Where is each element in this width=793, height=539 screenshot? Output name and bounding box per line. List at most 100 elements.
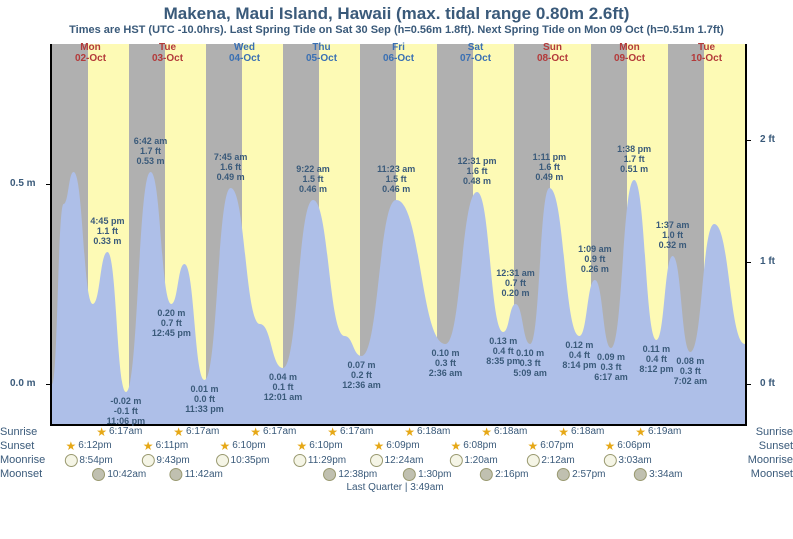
star-icon: ★ (635, 427, 646, 437)
tick-right (747, 262, 751, 263)
footer-row-moonrise: MoonriseMoonrise8:54pm9:43pm10:35pm11:29… (50, 454, 743, 468)
axis-label-right: 0 ft (760, 378, 775, 389)
tide-annotation: 1:37 am1.0 ft0.32 m (656, 220, 690, 250)
star-icon: ★ (604, 441, 615, 451)
sunrise-time: ★6:17am (173, 426, 219, 437)
tide-annotation: 1:09 am0.9 ft0.26 m (578, 244, 612, 274)
sunrise-time: ★6:18am (558, 426, 604, 437)
tide-chart: Mon02-OctTue03-OctWed04-OctThu05-OctFri0… (50, 44, 747, 426)
moon-icon (603, 454, 616, 467)
tide-annotation: 12:31 am0.7 ft0.20 m (496, 268, 535, 298)
moon-icon (92, 468, 105, 481)
star-icon: ★ (96, 427, 107, 437)
chart-subtitle: Times are HST (UTC -10.0hrs). Last Sprin… (0, 24, 793, 38)
moonset-time: 11:42am (170, 468, 223, 481)
moon-icon (323, 468, 336, 481)
star-icon: ★ (250, 427, 261, 437)
sunrise-time: ★6:18am (481, 426, 527, 437)
footer-label-right: Sunrise (756, 426, 793, 438)
sunrise-time: ★6:17am (327, 426, 373, 437)
tide-annotation: 6:42 am1.7 ft0.53 m (134, 136, 168, 166)
sunset-time: ★6:08pm (450, 440, 496, 451)
footer-label-left: Moonrise (0, 454, 45, 466)
sunset-time: ★6:10pm (219, 440, 265, 451)
tide-annotation: 12:31 pm1.6 ft0.48 m (458, 156, 497, 186)
moonrise-time: 11:29pm (293, 454, 346, 467)
sunset-time: ★6:11pm (143, 440, 188, 451)
tick-left (46, 184, 50, 185)
star-icon: ★ (327, 427, 338, 437)
footer-row-sunset: SunsetSunset★6:12pm★6:11pm★6:10pm★6:10pm… (50, 440, 743, 454)
footer-row-moonset: MoonsetMoonset10:42am11:42am12:38pm1:30p… (50, 468, 743, 482)
star-icon: ★ (219, 441, 230, 451)
moonset-time: 10:42am (92, 468, 146, 481)
moonset-time: 12:38pm (323, 468, 377, 481)
sunrise-time: ★6:17am (96, 426, 142, 437)
moon-icon (449, 454, 462, 467)
star-icon: ★ (173, 427, 184, 437)
star-icon: ★ (481, 427, 492, 437)
tide-annotation: 0.04 m0.1 ft12:01 am (264, 372, 303, 402)
moon-icon (526, 454, 539, 467)
moon-icon (403, 468, 416, 481)
moonset-time: 3:34am (634, 468, 682, 481)
star-icon: ★ (404, 427, 415, 437)
moon-icon (64, 454, 77, 467)
last-quarter-label: Last Quarter | 3:49am (347, 482, 444, 493)
moonrise-time: 8:54pm (64, 454, 112, 467)
tide-annotation: 1:11 pm1.6 ft0.49 m (533, 152, 567, 182)
star-icon: ★ (296, 441, 307, 451)
moonset-time: 2:16pm (480, 468, 528, 481)
moon-icon (480, 468, 493, 481)
tick-right (747, 140, 751, 141)
tide-annotation: 11:23 am1.5 ft0.46 m (377, 164, 415, 194)
sunrise-time: ★6:18am (404, 426, 450, 437)
tick-left (46, 384, 50, 385)
axis-label-right: 2 ft (760, 134, 775, 145)
footer-label-right: Moonrise (748, 454, 793, 466)
star-icon: ★ (143, 441, 154, 451)
axis-label-left: 0.5 m (10, 178, 36, 189)
footer-row-sunrise: SunriseSunrise★6:17am★6:17am★6:17am★6:17… (50, 426, 743, 440)
moonrise-time: 9:43pm (141, 454, 189, 467)
footer-label-left: Sunset (0, 440, 34, 452)
tide-annotation: 0.12 m0.4 ft8:14 pm (562, 340, 596, 370)
moonrise-time: 2:12am (526, 454, 574, 467)
sunrise-time: ★6:17am (250, 426, 296, 437)
tide-annotation: -0.02 m-0.1 ft11:06 pm (107, 396, 146, 426)
star-icon: ★ (527, 441, 538, 451)
astronomy-footer: SunriseSunrise★6:17am★6:17am★6:17am★6:17… (50, 426, 743, 482)
tide-annotation: 0.10 m0.3 ft5:09 am (513, 348, 547, 378)
sunset-time: ★6:12pm (65, 440, 111, 451)
chart-title: Makena, Maui Island, Hawaii (max. tidal … (0, 0, 793, 24)
star-icon: ★ (373, 441, 384, 451)
footer-label-right: Sunset (759, 440, 793, 452)
sunset-time: ★6:10pm (296, 440, 342, 451)
tide-annotation: 0.11 m0.4 ft8:12 pm (639, 344, 673, 374)
tide-annotation: 0.20 m0.7 ft12:45 pm (152, 308, 191, 338)
moon-icon (634, 468, 647, 481)
axis-label-right: 1 ft (760, 256, 775, 267)
tide-annotation: 4:45 pm1.1 ft0.33 m (90, 216, 124, 246)
tide-annotation: 1:38 pm1.7 ft0.51 m (617, 144, 651, 174)
moon-icon (557, 468, 570, 481)
moon-icon (370, 454, 383, 467)
star-icon: ★ (558, 427, 569, 437)
sunset-time: ★6:07pm (527, 440, 573, 451)
star-icon: ★ (450, 441, 461, 451)
axis-label-left: 0.0 m (10, 378, 36, 389)
footer-label-right: Moonset (751, 468, 793, 480)
moon-icon (293, 454, 306, 467)
tide-annotation: 9:22 am1.5 ft0.46 m (296, 164, 330, 194)
tide-annotation: 0.09 m0.3 ft6:17 am (594, 352, 628, 382)
tide-annotation: 7:45 am1.6 ft0.49 m (214, 152, 248, 182)
tide-annotation: 0.07 m0.2 ft12:36 am (342, 360, 381, 390)
tide-annotation: 0.10 m0.3 ft2:36 am (429, 348, 463, 378)
moonset-time: 1:30pm (403, 468, 451, 481)
star-icon: ★ (65, 441, 76, 451)
footer-label-left: Moonset (0, 468, 42, 480)
moon-icon (216, 454, 229, 467)
tide-annotation: 0.08 m0.3 ft7:02 am (674, 356, 708, 386)
moon-icon (141, 454, 154, 467)
moonrise-time: 12:24am (370, 454, 424, 467)
